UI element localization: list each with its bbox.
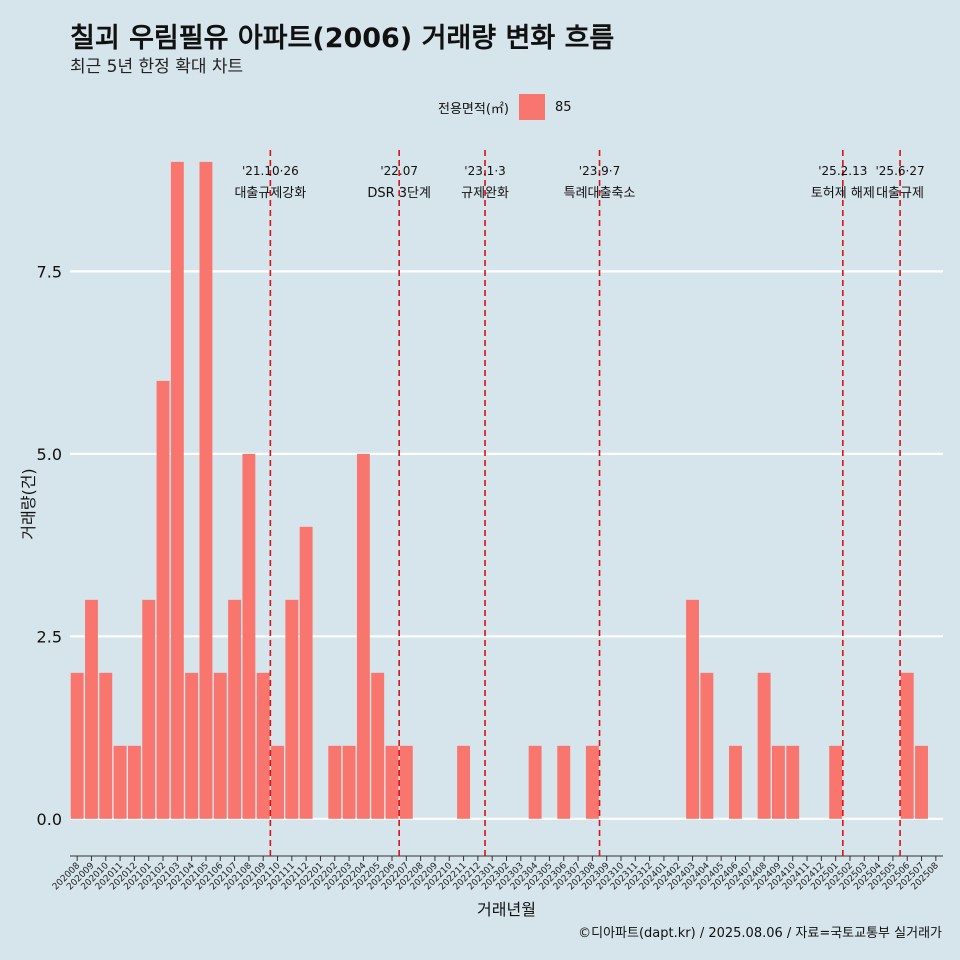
event-date-label: '23.1·3 [464,164,505,178]
bar [900,672,914,819]
y-tick-label: 2.5 [37,627,62,646]
bar [700,672,714,819]
bar [127,745,141,819]
event-date-label: '25.6·27 [876,164,925,178]
bar [385,745,399,819]
bar [70,672,84,819]
bar [771,745,785,819]
bar [185,672,199,819]
legend-label: 85 [554,99,572,115]
bar [256,672,270,819]
bar [242,453,256,819]
bar [85,599,98,819]
bar [686,599,699,819]
bar [299,526,313,819]
y-axis-title: 거래량(건) [19,468,38,539]
event-name-label: 토허제 해제 [811,186,875,201]
bar [228,599,242,819]
event-name-label: 특례대출축소 [564,186,636,201]
bar [271,745,284,819]
bar [729,745,742,819]
source-caption: ©디아파트(dapt.kr) / 2025.08.06 / 자료=국토교통부 실… [578,926,942,941]
chart-title: 칠괴 우림필유 아파트(2006) 거래량 변화 흐름 [70,23,615,54]
bar [757,672,771,819]
bar [142,599,156,819]
bar [156,380,170,819]
x-axis-title: 거래년월 [477,900,536,919]
event-name-label: 대출규제 [876,186,924,201]
legend-swatch [518,94,545,120]
bar [356,453,370,819]
bar [528,745,542,819]
bar [170,161,184,819]
y-tick-label: 0.0 [37,810,62,829]
bar [342,745,356,819]
y-tick-label: 7.5 [37,262,62,281]
legend-title: 전용면적(㎡) [438,101,509,117]
event-date-label: '22.07 [380,164,418,178]
bar [371,672,385,819]
event-name-label: 대출규제강화 [234,186,306,201]
event-name-label: DSR 3단계 [367,186,431,201]
bar [557,745,571,819]
bar [285,599,299,819]
bar [328,745,342,819]
bar [199,161,213,819]
bar [99,672,113,819]
bar [585,745,599,819]
bar [457,745,471,819]
event-name-label: 규제완화 [461,186,509,201]
legend: 전용면적(㎡) 85 [438,94,572,120]
event-date-label: '25.2.13 [818,164,867,178]
bar [786,745,800,819]
chart-subtitle: 최근 5년 한정 확대 차트 [70,57,244,77]
y-tick-label: 5.0 [37,445,62,464]
event-date-label: '23.9·7 [579,164,620,178]
bar [829,745,843,819]
bar [399,745,413,819]
bar [113,745,127,819]
bar [915,745,928,819]
bar [213,672,227,819]
event-date-label: '21.10·26 [242,164,299,178]
